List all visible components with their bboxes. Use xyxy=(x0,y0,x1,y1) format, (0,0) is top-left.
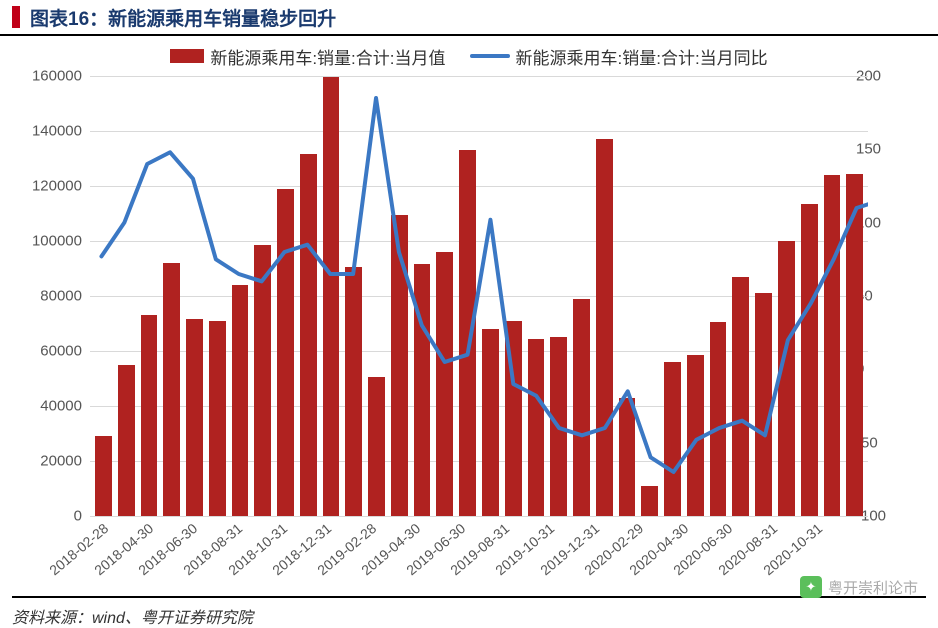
bar xyxy=(528,339,545,516)
bar xyxy=(163,263,180,516)
bar xyxy=(550,337,567,516)
bar xyxy=(755,293,772,516)
bar xyxy=(459,150,476,516)
bar xyxy=(505,321,522,516)
legend-item-bar: 新能源乘用车:销量:合计:当月值 xyxy=(170,44,445,69)
bar xyxy=(95,436,112,516)
bars-layer xyxy=(90,76,868,516)
title-main: 新能源乘用车销量稳步回升 xyxy=(108,9,336,30)
watermark-text: 粤开崇利论市 xyxy=(828,577,918,598)
y-left-tick: 0 xyxy=(20,508,86,525)
y-axis-left: 0200004000060000800001000001200001400001… xyxy=(20,76,86,516)
y-left-tick: 100000 xyxy=(20,233,86,250)
bar xyxy=(732,277,749,516)
bar xyxy=(300,154,317,516)
bar xyxy=(801,204,818,516)
bar xyxy=(846,174,863,516)
bar xyxy=(391,215,408,516)
bar xyxy=(824,175,841,516)
bar xyxy=(778,241,795,516)
bar xyxy=(641,486,658,516)
bar xyxy=(345,267,362,516)
bar xyxy=(209,321,226,516)
chart-title: 图表16：新能源乘用车销量稳步回升 xyxy=(30,4,336,31)
legend-swatch-bar xyxy=(170,49,204,63)
plot-area: 0200004000060000800001000001200001400001… xyxy=(20,76,918,516)
bar xyxy=(573,299,590,516)
title-prefix: 图表16： xyxy=(30,9,108,30)
wechat-icon: ✦ xyxy=(800,576,822,598)
bar xyxy=(414,264,431,516)
bar xyxy=(596,139,613,516)
y-left-tick: 120000 xyxy=(20,178,86,195)
bar xyxy=(186,319,203,516)
bar xyxy=(368,377,385,516)
legend-swatch-line xyxy=(470,54,510,58)
bar xyxy=(277,189,294,516)
y-left-tick: 140000 xyxy=(20,123,86,140)
bar xyxy=(254,245,271,516)
legend-item-line: 新能源乘用车:销量:合计:当月同比 xyxy=(470,44,768,69)
bar xyxy=(664,362,681,516)
source-text: 资料来源：wind、粤开证券研究院 xyxy=(12,596,926,628)
title-bar: 图表16：新能源乘用车销量稳步回升 xyxy=(0,0,938,36)
bar xyxy=(118,365,135,516)
legend-bar-label: 新能源乘用车:销量:合计:当月值 xyxy=(210,44,445,69)
bar xyxy=(482,329,499,516)
bar xyxy=(436,252,453,516)
bar xyxy=(141,315,158,516)
y-left-tick: 20000 xyxy=(20,453,86,470)
legend-line-label: 新能源乘用车:销量:合计:当月同比 xyxy=(516,44,768,69)
bar xyxy=(323,77,340,516)
y-left-tick: 60000 xyxy=(20,343,86,360)
chart-figure: 图表16：新能源乘用车销量稳步回升 新能源乘用车:销量:合计:当月值 新能源乘用… xyxy=(0,0,938,618)
y-left-tick: 40000 xyxy=(20,398,86,415)
y-left-tick: 160000 xyxy=(20,68,86,85)
title-marker xyxy=(12,6,20,28)
plot xyxy=(90,76,868,516)
y-left-tick: 80000 xyxy=(20,288,86,305)
x-axis: 2018-02-282018-04-302018-06-302018-08-31… xyxy=(90,516,848,596)
watermark: ✦ 粤开崇利论市 xyxy=(800,576,918,598)
bar xyxy=(232,285,249,516)
bar xyxy=(687,355,704,516)
bar xyxy=(619,398,636,516)
bar xyxy=(710,322,727,516)
legend: 新能源乘用车:销量:合计:当月值 新能源乘用车:销量:合计:当月同比 xyxy=(0,36,938,76)
